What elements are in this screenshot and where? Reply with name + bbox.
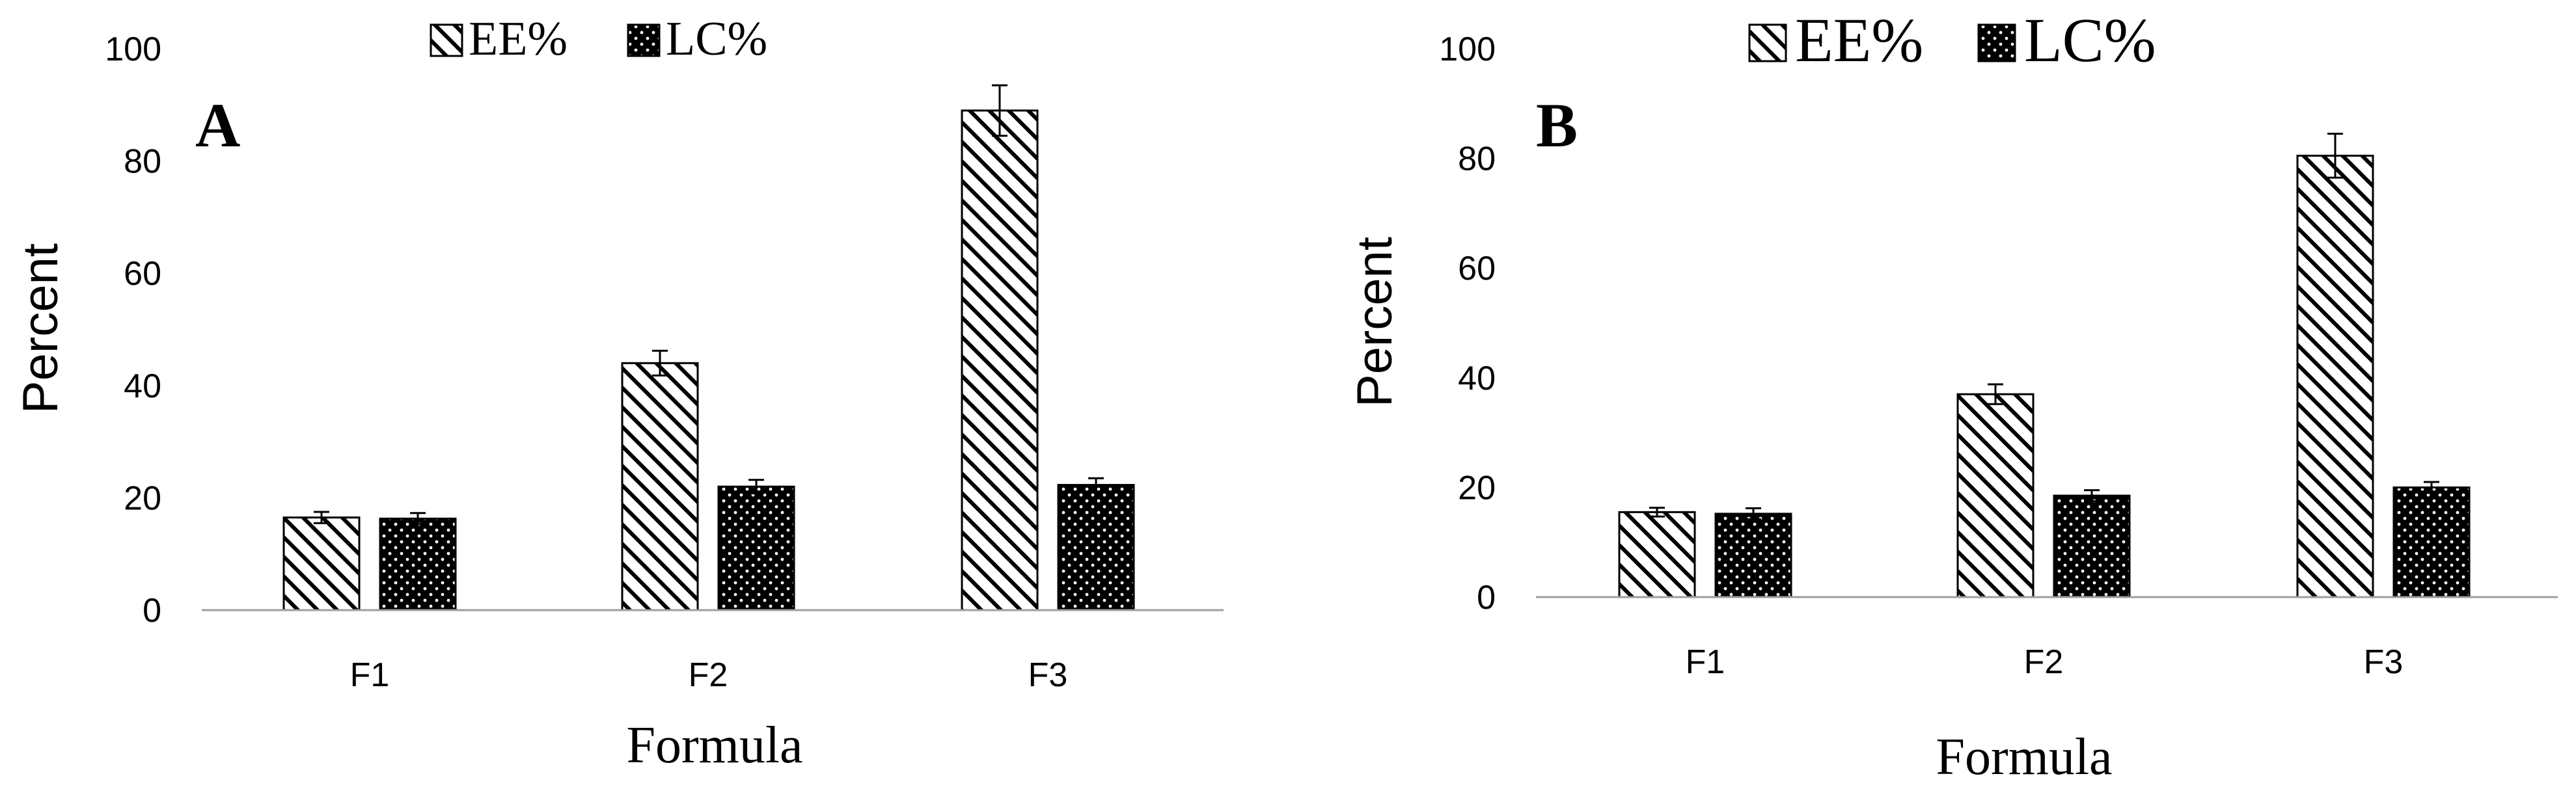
- y-tick-label-b: 60: [1458, 250, 1496, 287]
- bar-ee-f3-b: [2296, 154, 2374, 598]
- legend-swatch-ee-a: [430, 23, 463, 57]
- x-axis-title-a: Formula: [626, 717, 802, 774]
- bar-ee-f2-a: [621, 362, 699, 611]
- error-bar-ee-f1-b: [1649, 507, 1665, 518]
- x-tick-label-a: F3: [1028, 656, 1068, 694]
- error-bar-ee-f2-a: [652, 349, 668, 377]
- legend-swatch-lc-b: [1977, 23, 2016, 62]
- panel-label-a: A: [195, 90, 240, 160]
- y-axis-title-a: Percent: [13, 243, 68, 414]
- bar-ee-f1-a: [282, 516, 361, 611]
- panel-a: A Percent Formula EE% LC% 0 20 40 60 80 100 F1…: [13, 12, 1224, 774]
- error-bar-ee-f3-a: [992, 84, 1007, 137]
- error-bar-ee-f1-a: [314, 511, 329, 524]
- bar-ee-f2-b: [1956, 393, 2035, 598]
- x-tick-label-b: F3: [2364, 643, 2404, 681]
- error-bar-lc-f2-a: [748, 479, 764, 494]
- bar-lc-f2-a: [717, 485, 795, 611]
- y-tick-label-a: 60: [124, 255, 161, 293]
- error-bar-ee-f3-b: [2327, 133, 2343, 179]
- bar-lc-f2-b: [2053, 494, 2131, 598]
- bar-lc-f1-b: [1714, 513, 1792, 598]
- legend-label-ee-a: EE%: [469, 12, 568, 66]
- error-bar-lc-f1-b: [1746, 507, 1761, 520]
- x-axis-title-b: Formula: [1936, 728, 2112, 786]
- legend-b: EE% LC%: [1748, 5, 2156, 75]
- x-tick-label-a: F2: [689, 656, 728, 694]
- legend-label-lc-b: LC%: [2024, 5, 2156, 75]
- error-bar-lc-f2-b: [2084, 489, 2100, 502]
- y-tick-label-b: 20: [1458, 469, 1496, 507]
- bar-ee-f1-b: [1618, 511, 1696, 598]
- error-bar-lc-f1-a: [410, 512, 426, 526]
- y-tick-label-b: 0: [1477, 579, 1496, 617]
- bar-lc-f1-a: [379, 517, 457, 611]
- legend-label-ee-b: EE%: [1795, 5, 1923, 75]
- x-tick-label-a: F1: [350, 656, 390, 694]
- bar-lc-f3-b: [2392, 486, 2471, 598]
- x-tick-label-b: F2: [2024, 643, 2064, 681]
- y-tick-label-a: 100: [105, 31, 161, 68]
- panel-label-b: B: [1536, 90, 1578, 160]
- y-tick-label-a: 80: [124, 143, 161, 181]
- legend-swatch-lc-a: [627, 23, 661, 57]
- y-tick-label-a: 40: [124, 368, 161, 405]
- y-tick-label-b: 80: [1458, 140, 1496, 178]
- x-tick-label-b: F1: [1686, 643, 1725, 681]
- error-bar-lc-f3-b: [2424, 481, 2439, 494]
- y-tick-label-a: 20: [124, 479, 161, 517]
- y-axis-title-b: Percent: [1347, 237, 1403, 407]
- bar-lc-f3-a: [1057, 484, 1135, 611]
- y-tick-label-b: 100: [1439, 31, 1496, 68]
- y-tick-label-a: 0: [143, 592, 161, 630]
- y-tick-label-b: 40: [1458, 360, 1496, 397]
- legend-label-lc-a: LC%: [666, 12, 767, 66]
- legend-a: EE% LC%: [430, 12, 767, 66]
- error-bar-ee-f2-b: [1988, 383, 2003, 405]
- plot-area-b: 0 20 40 60 80 100 F1 F2 F3: [1439, 31, 2558, 681]
- legend-swatch-ee-b: [1748, 23, 1787, 62]
- bar-ee-f3-a: [961, 109, 1039, 611]
- plot-area-a: 0 20 40 60 80 100 F1 F2 F3: [105, 31, 1224, 694]
- error-bar-lc-f3-a: [1088, 477, 1104, 493]
- panel-b: B Percent Formula EE% LC% 0 20 40 60 80 100 F1…: [1347, 5, 2558, 786]
